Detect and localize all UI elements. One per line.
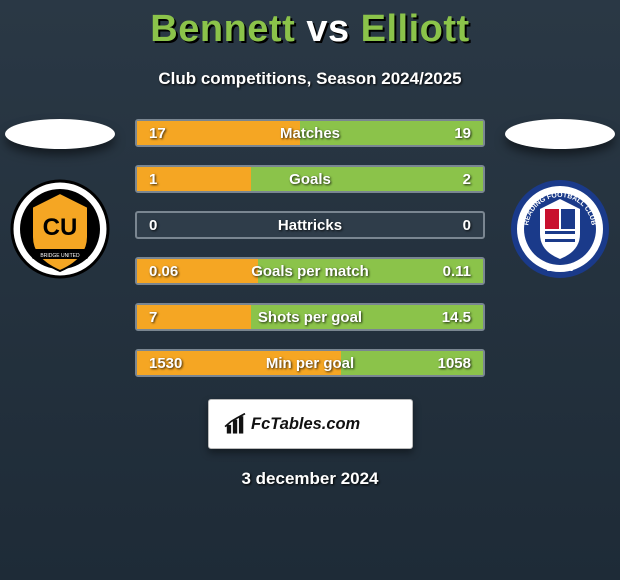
- player1-name: Bennett: [150, 8, 295, 50]
- stat-right-value: 1058: [397, 355, 484, 372]
- stat-left-value: 17: [137, 125, 224, 142]
- stat-row: 0.06Goals per match0.11: [135, 257, 485, 285]
- right-club-logo: READING FOOTBALL CLUB EST 1871: [510, 179, 610, 279]
- stat-label: Matches: [224, 125, 397, 142]
- player2-name: Elliott: [361, 8, 470, 50]
- stat-row: 0Hattricks0: [135, 211, 485, 239]
- stat-right-value: 0: [397, 217, 484, 234]
- stat-row: 17Matches19: [135, 119, 485, 147]
- stat-label: Goals per match: [224, 263, 397, 280]
- brand-chart-icon: [225, 414, 245, 434]
- right-player-side: READING FOOTBALL CLUB EST 1871: [500, 119, 620, 279]
- stat-left-value: 1: [137, 171, 224, 188]
- stat-left-value: 0: [137, 217, 224, 234]
- right-player-silhouette: [505, 119, 615, 149]
- stat-right-value: 19: [397, 125, 484, 142]
- stat-label: Min per goal: [224, 355, 397, 372]
- stat-label: Shots per goal: [224, 309, 397, 326]
- date-text: 3 december 2024: [0, 469, 620, 489]
- stat-right-value: 0.11: [397, 263, 484, 280]
- stat-bars: 17Matches191Goals20Hattricks00.06Goals p…: [135, 119, 485, 377]
- left-player-side: CU BRIDGE UNITED: [0, 119, 120, 279]
- stat-row: 1530Min per goal1058: [135, 349, 485, 377]
- left-club-logo: CU BRIDGE UNITED: [10, 179, 110, 279]
- stat-row: 1Goals2: [135, 165, 485, 193]
- stat-left-value: 0.06: [137, 263, 224, 280]
- subtitle: Club competitions, Season 2024/2025: [0, 69, 620, 89]
- stat-right-value: 14.5: [397, 309, 484, 326]
- page-title: Bennett vs Elliott: [0, 0, 620, 51]
- stat-row: 7Shots per goal14.5: [135, 303, 485, 331]
- brand-text: FcTables.com: [251, 415, 360, 433]
- svg-text:EST 1871: EST 1871: [547, 267, 574, 273]
- stat-right-value: 2: [397, 171, 484, 188]
- left-club-abbr: CU: [43, 214, 78, 241]
- stat-left-value: 7: [137, 309, 224, 326]
- stat-label: Hattricks: [224, 217, 397, 234]
- stat-label: Goals: [224, 171, 397, 188]
- left-player-silhouette: [5, 119, 115, 149]
- vs-word: vs: [306, 8, 349, 50]
- comparison-panel: CU BRIDGE UNITED READING FOOTBALL CLUB E…: [0, 119, 620, 377]
- brand-footer[interactable]: FcTables.com: [208, 399, 413, 449]
- stat-left-value: 1530: [137, 355, 224, 372]
- svg-text:BRIDGE UNITED: BRIDGE UNITED: [40, 253, 80, 259]
